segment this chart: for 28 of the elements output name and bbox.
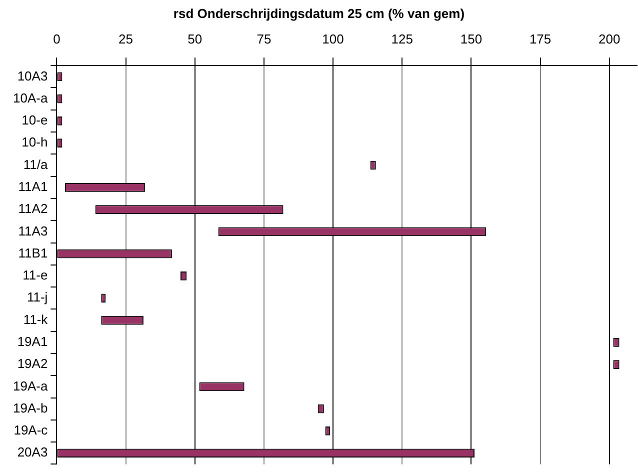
- y-tick-label: 20A3: [17, 444, 48, 460]
- x-tick-label: 200: [598, 31, 620, 46]
- y-tick-label: 11-k: [23, 312, 48, 327]
- y-tick-label: 11B1: [18, 245, 48, 260]
- y-tick-label: 11-e: [22, 268, 48, 283]
- x-tick-label: 75: [256, 31, 272, 46]
- chart-title: rsd Onderschrijdingsdatum 25 cm (% van gem): [172, 6, 466, 21]
- y-tick-label: 11A2: [18, 201, 48, 216]
- x-tick-label: 150: [460, 31, 482, 46]
- x-tick-label: 125: [391, 31, 413, 46]
- y-tick-label: 19A2: [17, 356, 48, 372]
- y-tick-label: 19A1: [17, 334, 48, 349]
- y-tick-label: 11-j: [26, 290, 48, 305]
- y-tick-label: 11/a: [23, 156, 48, 172]
- y-tick-label: 11A3: [18, 223, 48, 238]
- x-tick-label: 175: [529, 31, 552, 46]
- x-tick-label: 0: [53, 31, 60, 46]
- y-tick-label: 19A-c: [14, 422, 48, 438]
- y-tick-label: 19A-b: [12, 400, 48, 416]
- x-tick-label: 100: [322, 31, 344, 46]
- y-tick-label: 19A-a: [12, 378, 48, 394]
- y-tick-label: 10A-a: [12, 90, 48, 106]
- y-tick-label: 10A3: [17, 68, 48, 84]
- x-tick-label: 25: [118, 31, 134, 46]
- x-tick-label: 50: [188, 31, 202, 46]
- y-tick-label: 10-e: [22, 112, 48, 128]
- y-tick-label: 10-h: [22, 134, 48, 150]
- y-tick-label: 11A1: [18, 178, 48, 194]
